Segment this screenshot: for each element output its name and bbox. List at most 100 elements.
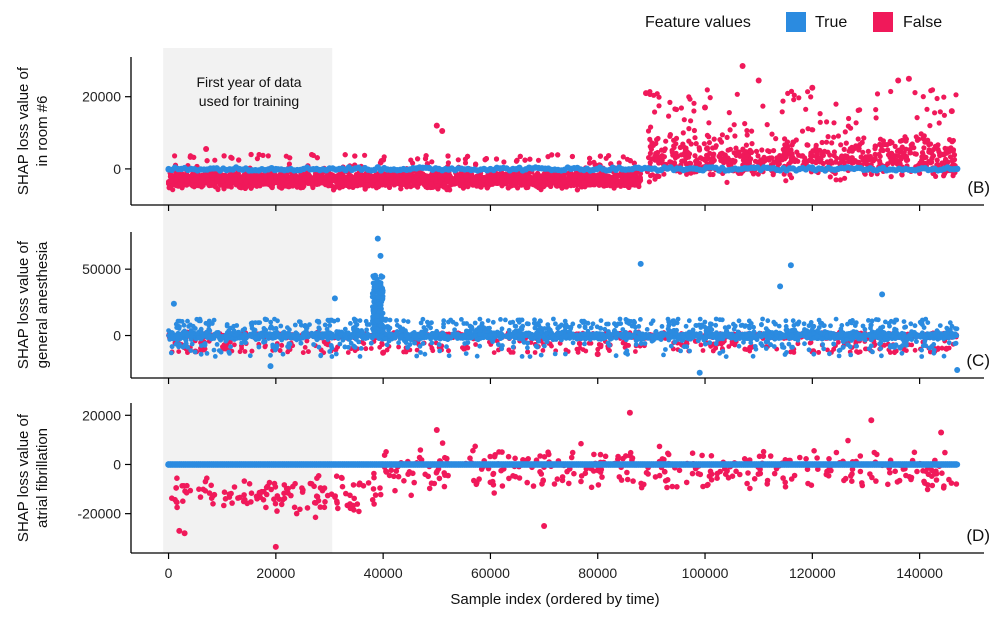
false-point [696,146,703,153]
false-point [595,172,601,178]
false-point [843,140,849,146]
false-point [335,181,341,187]
false-point [455,157,461,163]
false-point [851,159,857,165]
false-point [752,158,759,164]
false-point [873,115,879,121]
false-point [280,176,286,182]
false-point [493,156,500,162]
false-point [420,171,426,177]
false-point [520,173,527,179]
training-period-shade [163,48,333,553]
false-point [748,149,755,156]
y-tick-label: 0 [113,161,121,177]
false-point [731,122,737,128]
false-point [704,146,710,152]
false-point [673,135,680,141]
false-point [922,139,928,145]
false-point [472,175,478,182]
false-point [215,186,221,193]
false-point [831,120,837,126]
false-point [346,181,352,187]
key-point [272,165,279,172]
false-point [488,180,494,186]
false-point [749,128,755,134]
false-point [911,145,917,151]
false-point [732,133,738,139]
false-point [256,152,262,158]
false-point [819,139,825,146]
false-point [229,155,235,161]
false-point [206,181,212,187]
false-point [873,107,879,113]
false-point [907,150,914,156]
false-point [780,98,786,104]
false-point [540,348,546,353]
false-point [505,178,511,184]
false-point [691,108,697,114]
false-point [667,99,673,105]
false-point [648,173,654,179]
false-point [926,159,932,165]
key-point [948,108,955,115]
false-point [824,119,830,125]
false-point [606,153,612,159]
false-point [371,177,378,183]
false-point [926,149,932,155]
key-point [165,165,172,172]
false-point [352,153,358,159]
false-point [949,139,955,145]
key-point [487,165,494,172]
false-point [400,181,406,187]
false-point [253,175,259,182]
key-point [594,165,601,172]
false-point [681,117,687,123]
false-point [838,142,844,148]
false-point [521,179,527,185]
false-point [804,142,810,148]
false-point [540,183,547,189]
false-point [397,177,403,183]
false-point [773,136,779,142]
false-point [932,110,938,116]
false-point [248,151,254,158]
false-point [789,150,795,156]
legend-label-false: False [903,14,942,31]
false-point [442,184,449,190]
false-point [791,97,797,103]
key-point [380,165,387,172]
false-point [667,132,674,138]
false-point [761,154,767,160]
false-point [833,101,839,107]
false-point [927,123,933,129]
false-point [878,147,884,153]
false-point [782,142,788,148]
false-point [655,173,661,179]
false-point [392,178,398,184]
key-point [433,122,440,129]
false-point [699,156,705,162]
false-point [928,141,934,147]
false-point [587,155,593,161]
false-point [717,151,724,157]
false-point [920,94,926,100]
false-point [865,154,871,160]
false-point [721,156,727,162]
false-point [831,152,837,159]
false-point [241,172,247,178]
false-point [933,173,939,179]
false-point [918,131,924,137]
false-point [831,134,837,140]
false-point [517,153,523,159]
false-point [237,178,243,184]
false-point [865,148,871,154]
false-point [788,175,795,181]
false-point [673,106,680,113]
false-point [805,89,811,95]
false-point [168,178,174,184]
key-point [905,75,912,82]
false-point [415,184,421,190]
false-series-b [166,63,959,193]
false-point [726,110,732,116]
false-point [432,176,438,182]
